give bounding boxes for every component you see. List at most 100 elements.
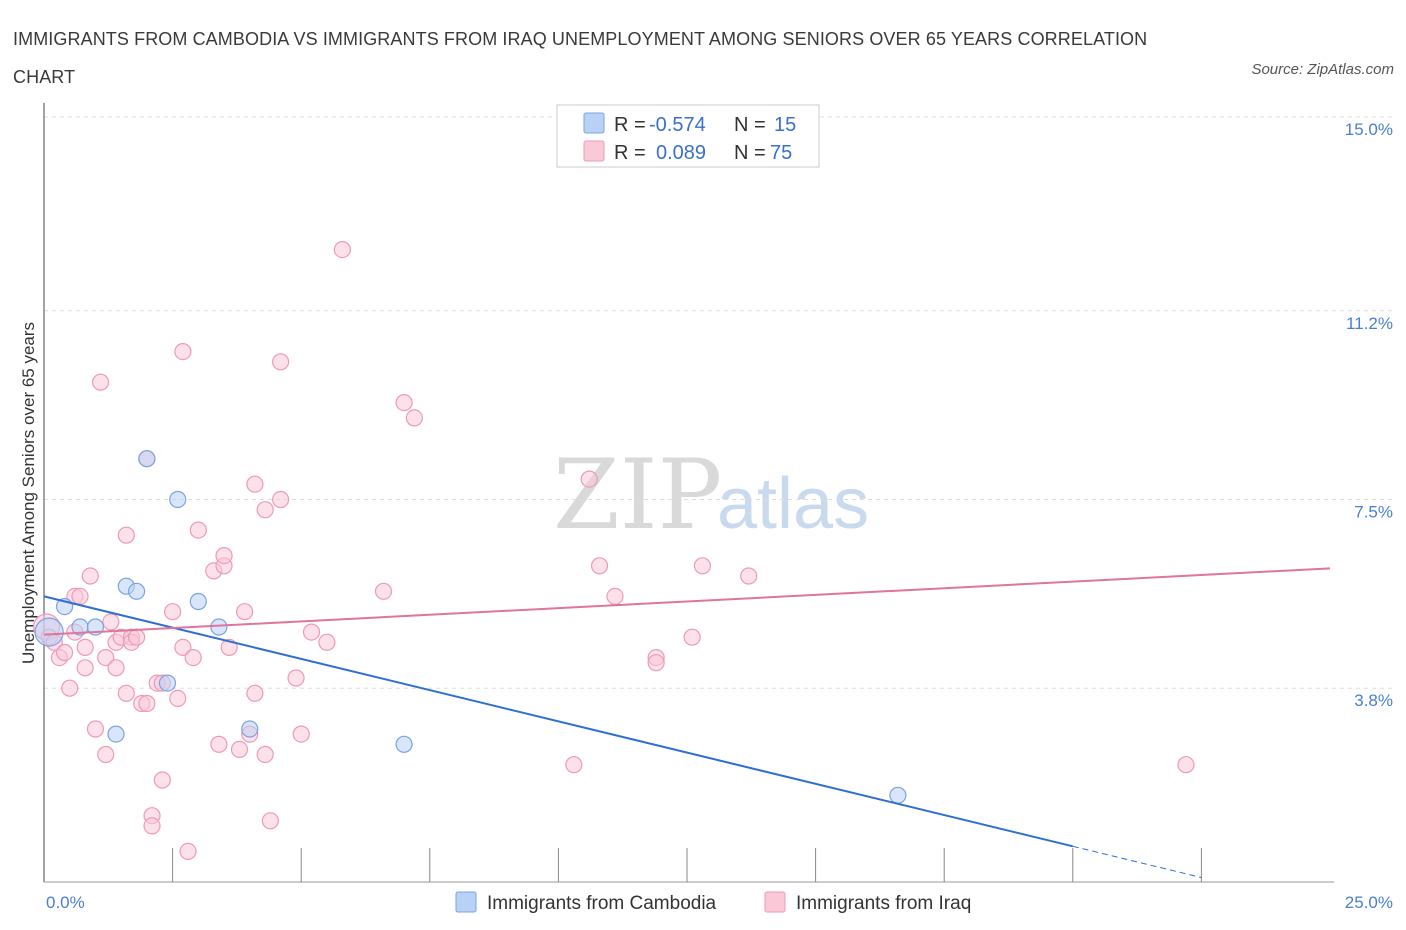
point-iraq	[246, 475, 264, 493]
point-iraq	[395, 394, 413, 412]
point-iraq	[76, 638, 94, 657]
point-iraq	[174, 638, 192, 657]
series-legend-swatch-iraq	[764, 891, 786, 913]
point-iraq	[210, 735, 228, 753]
point-iraq	[86, 720, 105, 738]
point-cambodia	[210, 618, 228, 636]
point-iraq	[117, 684, 135, 702]
point-iraq	[565, 756, 583, 774]
y-tick-label: 11.2%	[1346, 314, 1393, 333]
series-legend-swatch-cambodia	[455, 891, 477, 913]
point-iraq	[174, 343, 192, 361]
point-cambodia	[158, 674, 177, 692]
trend-line-cambodia-extension	[1072, 845, 1202, 879]
point-cambodia	[107, 725, 125, 743]
point-iraq	[55, 643, 74, 662]
point-iraq	[189, 521, 207, 539]
point-iraq	[740, 567, 758, 585]
trend-line-cambodia	[43, 595, 1074, 848]
series-legend: Immigrants from Cambodia Immigrants from…	[455, 891, 971, 914]
point-iraq	[184, 648, 202, 667]
point-iraq	[76, 659, 94, 677]
legend-swatch-cambodia	[583, 112, 605, 134]
point-cambodia	[169, 490, 187, 509]
x-tick-labels: 0.0% 25.0%	[46, 893, 1393, 912]
point-iraq	[215, 546, 233, 565]
point-iraq	[374, 582, 393, 600]
point-iraq	[606, 587, 624, 606]
point-iraq	[246, 684, 264, 702]
point-iraq	[117, 526, 135, 544]
point-iraq	[1177, 756, 1195, 774]
point-iraq	[256, 501, 274, 519]
source-credit: Source: ZipAtlas.com	[1251, 61, 1394, 78]
series-legend-label-iraq: Immigrants from Iraq	[796, 893, 971, 914]
axes	[43, 103, 1334, 883]
point-iraq	[138, 694, 156, 713]
point-iraq	[683, 628, 701, 646]
point-iraq	[272, 353, 290, 371]
point-iraq	[164, 603, 182, 621]
legend-n-label: N =	[734, 114, 766, 136]
legend-r-value-iraq: 0.089	[656, 142, 706, 164]
point-iraq	[236, 603, 254, 621]
point-cambodia	[34, 617, 64, 647]
y-tick-label: 3.8%	[1354, 691, 1393, 710]
point-iraq	[97, 648, 115, 667]
point-iraq	[153, 771, 171, 789]
point-iraq	[127, 628, 146, 646]
point-iraq	[590, 557, 609, 575]
point-iraq	[318, 633, 336, 651]
x-tick-label: 0.0%	[46, 893, 85, 912]
point-iraq	[405, 409, 423, 427]
trend-line-iraq	[43, 567, 1331, 636]
y-tick-label: 7.5%	[1354, 503, 1393, 522]
point-iraq	[647, 654, 665, 672]
legend-r-label: R =	[614, 114, 646, 136]
point-iraq	[169, 689, 187, 708]
point-iraq	[292, 725, 310, 743]
legend-r-label: R =	[614, 142, 646, 164]
data-points	[32, 241, 1195, 861]
legend-n-value-iraq: 75	[770, 142, 792, 164]
x-tick-label: 25.0%	[1345, 893, 1393, 912]
point-iraq	[97, 745, 115, 764]
point-iraq	[261, 812, 279, 830]
y-tick-label: 15.0%	[1345, 120, 1393, 139]
x-ticks	[172, 848, 1202, 882]
legend-swatch-iraq	[583, 140, 605, 162]
point-iraq	[61, 679, 79, 697]
point-iraq	[102, 613, 120, 631]
series-legend-label-cambodia: Immigrants from Cambodia	[487, 893, 717, 914]
point-cambodia	[189, 592, 207, 611]
point-iraq	[143, 817, 161, 835]
watermark-atlas: atlas	[717, 464, 869, 544]
point-iraq	[256, 745, 274, 764]
point-iraq	[220, 638, 238, 657]
point-iraq	[91, 373, 110, 391]
point-iraq	[71, 587, 89, 606]
point-cambodia	[889, 786, 907, 804]
gridlines	[44, 116, 1395, 689]
point-cambodia	[395, 735, 413, 753]
y-axis-label: Unemployment Among Seniors over 65 years	[19, 322, 38, 664]
point-iraq	[287, 669, 305, 687]
point-cambodia	[127, 582, 146, 600]
legend-r-value-cambodia: -0.574	[649, 114, 706, 136]
point-cambodia	[138, 450, 156, 468]
point-iraq	[230, 740, 249, 759]
y-tick-labels: 3.8% 7.5% 11.2% 15.0%	[1345, 120, 1393, 710]
point-cambodia	[241, 720, 259, 738]
stats-legend: R = -0.574 N = 15 R = 0.089 N = 75	[556, 104, 820, 168]
point-iraq	[81, 567, 99, 585]
chart-title: IMMIGRANTS FROM CAMBODIA VS IMMIGRANTS F…	[13, 29, 1148, 87]
point-iraq	[693, 557, 712, 575]
trend-lines	[43, 567, 1331, 879]
point-iraq	[107, 659, 125, 677]
point-iraq	[333, 241, 351, 259]
point-iraq	[272, 490, 290, 509]
point-iraq	[302, 623, 321, 641]
legend-n-value-cambodia: 15	[774, 114, 796, 136]
watermark-zip: ZIP	[553, 439, 722, 551]
